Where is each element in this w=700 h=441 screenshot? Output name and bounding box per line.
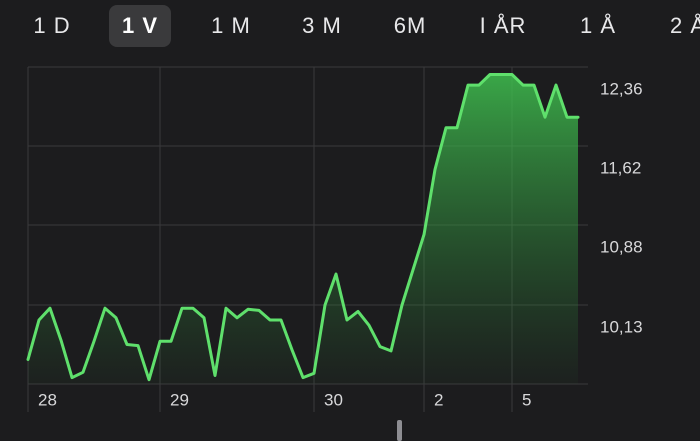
- tab[interactable]: 1 M: [211, 13, 251, 38]
- y-tick-label: 10,13: [600, 318, 643, 337]
- tab[interactable]: 2 Å: [670, 13, 700, 38]
- x-tick-label: 5: [522, 390, 531, 409]
- axis-labels: 12,36 11,62 10,88 10,13 28 29 30 2 5: [38, 79, 643, 409]
- plot: [26, 73, 580, 384]
- y-tick-label: 11,62: [600, 158, 641, 177]
- range-tabs: 1 D 1 V 1 M 3 M 6M I ÅR 1 Å 2 Å: [33, 5, 700, 47]
- y-tick-label: 10,88: [600, 237, 643, 256]
- tab-selected[interactable]: 1 V: [122, 13, 158, 38]
- scroll-indicator: [397, 420, 402, 441]
- tab[interactable]: 3 M: [302, 13, 342, 38]
- x-tick-label: 2: [434, 390, 443, 409]
- tab[interactable]: 6M: [394, 13, 427, 38]
- price-line: [26, 73, 580, 382]
- y-tick-label: 12,36: [600, 79, 643, 98]
- tab[interactable]: 1 D: [33, 13, 70, 38]
- price-area: [28, 74, 578, 384]
- tab-selected-bg: [109, 5, 171, 47]
- x-tick-label: 30: [324, 390, 343, 409]
- tab[interactable]: 1 Å: [580, 13, 616, 38]
- x-tick-label: 28: [38, 390, 57, 409]
- tab[interactable]: I ÅR: [480, 13, 527, 38]
- x-tick-label: 29: [170, 390, 189, 409]
